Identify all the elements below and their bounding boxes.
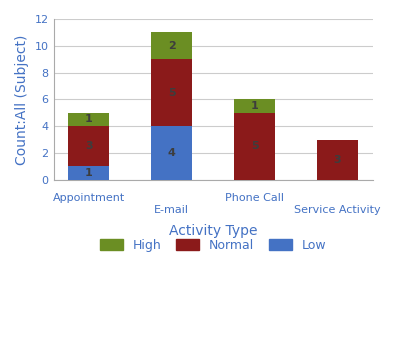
Bar [68, 126, 110, 166]
Bar [68, 166, 110, 180]
Text: 2: 2 [168, 41, 175, 51]
Text: E-mail: E-mail [154, 205, 189, 215]
Bar [151, 59, 193, 126]
Text: 5: 5 [168, 88, 175, 98]
Text: 1: 1 [85, 168, 93, 178]
Y-axis label: Count:All (Subject): Count:All (Subject) [15, 34, 29, 165]
Bar [234, 99, 275, 113]
Text: 4: 4 [168, 148, 175, 158]
Legend: High, Normal, Low: High, Normal, Low [95, 234, 331, 257]
Text: 1: 1 [251, 101, 258, 111]
X-axis label: Activity Type: Activity Type [169, 224, 257, 237]
Text: Appointment: Appointment [53, 193, 125, 203]
Text: 1: 1 [85, 115, 93, 125]
Bar [68, 113, 110, 126]
Text: Phone Call: Phone Call [225, 193, 284, 203]
Bar [151, 126, 193, 180]
Bar [151, 32, 193, 59]
Text: 5: 5 [251, 141, 258, 151]
Text: Service Activity: Service Activity [294, 205, 381, 215]
Bar [234, 113, 275, 180]
Text: 3: 3 [333, 155, 341, 165]
Text: 3: 3 [85, 141, 93, 151]
Bar [317, 140, 358, 180]
